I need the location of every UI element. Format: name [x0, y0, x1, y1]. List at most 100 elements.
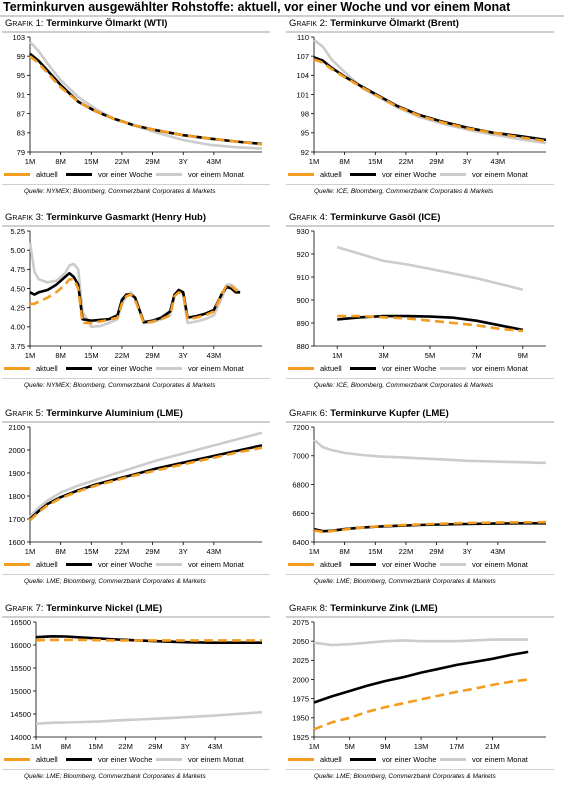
chart-heading: Grafik 8: Terminkurve Zink (LME) — [289, 603, 438, 614]
panel-rule — [2, 616, 270, 618]
series-line-vor-einem-Monat — [35, 710, 263, 725]
legend-item: vor einer Woche — [66, 364, 152, 373]
y-tick-label: 91 — [17, 90, 25, 99]
series-line-vor-einer-Woche — [29, 271, 241, 324]
y-tick-label: 103 — [12, 33, 25, 42]
x-tick-label: 1M — [25, 547, 35, 556]
chart-heading: Grafik 4: Terminkurve Gasöl (ICE) — [289, 212, 440, 223]
y-tick-label: 16000 — [10, 641, 31, 650]
y-tick-label: 95 — [17, 71, 25, 80]
chart-heading: Grafik 2: Terminkurve Ölmarkt (Brent) — [289, 18, 459, 29]
line-chart: 3.75 4.00 4.25 4.50 4.75 5.00 5.25 1M 8M 15M 22M 29… — [10, 227, 262, 360]
chart-number: Grafik 3: — [5, 212, 44, 223]
y-tick-label: 95 — [301, 129, 309, 138]
chart-title: Terminkurve Ölmarkt (Brent) — [330, 18, 459, 29]
chart-panel-8: Grafik 8: Terminkurve Zink (LME) 1925 1950… — [286, 603, 558, 793]
source-note: Quelle: LME; Bloomberg, Commerzbank Corp… — [314, 578, 496, 585]
series-line-vor-einer-Woche — [313, 650, 529, 704]
y-tick-label: 2075 — [292, 618, 309, 627]
y-tick-label: 1700 — [8, 515, 25, 524]
legend-swatch — [288, 173, 314, 176]
panel-rule — [286, 616, 554, 618]
y-tick-label: 7000 — [292, 452, 309, 461]
legend-swatch — [350, 563, 376, 566]
chart-number: Grafik 1: — [5, 18, 44, 29]
y-tick-label: 16500 — [10, 618, 31, 627]
x-tick-label: 43M — [207, 157, 222, 166]
legend-label: vor einem Monat — [472, 755, 528, 764]
source-note: Quelle: LME; Bloomberg, Commerzbank Corp… — [314, 773, 496, 780]
legend-swatch — [288, 758, 314, 761]
x-tick-label: 22M — [115, 157, 130, 166]
legend-label: vor einem Monat — [188, 755, 244, 764]
series-line-aktuell — [30, 277, 241, 325]
x-tick-label: 1M — [25, 157, 35, 166]
legend-rule — [2, 184, 270, 185]
x-tick-label: 1M — [309, 742, 319, 751]
y-tick-label: 4.75 — [10, 265, 25, 274]
x-tick-label: 29M — [148, 742, 163, 751]
x-tick-label: 3M — [378, 351, 388, 360]
chart-number: Grafik 8: — [289, 603, 328, 614]
chart-panel-5: Grafik 5: Terminkurve Aluminium (LME) 160… — [2, 408, 274, 598]
series-line-aktuell — [29, 55, 263, 146]
legend-swatch — [156, 367, 182, 370]
panel-rule — [2, 31, 270, 33]
y-tick-label: 87 — [17, 109, 25, 118]
x-tick-label: 8M — [55, 157, 65, 166]
legend-swatch — [66, 367, 92, 370]
series-line-aktuell — [35, 638, 262, 642]
y-tick-label: 4.25 — [10, 303, 25, 312]
x-tick-label: 22M — [118, 742, 133, 751]
y-tick-label: 6800 — [292, 480, 309, 489]
panel-rule — [2, 421, 270, 423]
y-tick-label: 2000 — [292, 675, 309, 684]
legend-rule — [2, 574, 270, 575]
legend-item: aktuell — [288, 755, 342, 764]
legend-item: aktuell — [4, 755, 58, 764]
y-tick-label: 14000 — [10, 733, 31, 742]
y-tick-label: 15500 — [10, 664, 31, 673]
series-line-vor-einem-Monat — [313, 638, 529, 647]
y-tick-label: 3.75 — [10, 342, 25, 351]
x-tick-label: 29M — [429, 157, 444, 166]
legend-swatch — [440, 758, 466, 761]
line-chart: 92 95 98 101 104 107 110 1M 8M 15M 22M 29M 3Y 43M — [296, 33, 547, 166]
x-tick-label: 43M — [491, 547, 506, 556]
y-tick-label: 1600 — [8, 538, 25, 547]
chart-title: Terminkurve Zink (LME) — [330, 603, 438, 614]
y-tick-label: 920 — [296, 250, 309, 259]
y-tick-label: 101 — [296, 90, 309, 99]
x-tick-label: 7M — [471, 351, 481, 360]
chart-title: Terminkurve Ölmarkt (WTI) — [46, 18, 168, 29]
x-tick-label: 15M — [88, 742, 103, 751]
legend-label: aktuell — [320, 755, 342, 764]
chart-title: Terminkurve Kupfer (LME) — [330, 408, 449, 419]
legend-item: aktuell — [288, 170, 342, 179]
x-tick-label: 3Y — [181, 742, 190, 751]
legend-item: vor einer Woche — [66, 560, 152, 569]
x-tick-label: 22M — [399, 157, 414, 166]
legend-item: aktuell — [288, 560, 342, 569]
series-line-aktuell — [313, 520, 547, 534]
x-tick-label: 29M — [145, 351, 160, 360]
x-tick-label: 8M — [55, 547, 65, 556]
legend-swatch — [4, 367, 30, 370]
line-chart: 6400 6600 6800 7000 7200 1M 8M 15M 22M 29M 3Y 43M — [292, 423, 547, 556]
legend-label: aktuell — [320, 364, 342, 373]
x-tick-label: 1M — [332, 351, 342, 360]
series-line-vor-einem-Monat — [336, 245, 524, 291]
chart-panel-7: Grafik 7: Terminkurve Nickel (LME) 14000 1… — [2, 603, 274, 793]
source-note: Quelle: NYMEX; Bloomberg, Commerzbank Co… — [24, 382, 216, 389]
y-tick-label: 890 — [296, 319, 309, 328]
legend-label: vor einer Woche — [98, 755, 153, 764]
legend-swatch — [66, 758, 92, 761]
chart-heading: Grafik 6: Terminkurve Kupfer (LME) — [289, 408, 449, 419]
y-tick-label: 1925 — [292, 733, 309, 742]
legend-label: vor einem Monat — [188, 364, 244, 373]
legend-swatch — [156, 563, 182, 566]
y-tick-label: 4.00 — [10, 323, 25, 332]
legend-label: vor einer Woche — [382, 364, 437, 373]
legend-swatch — [4, 563, 30, 566]
x-tick-label: 43M — [207, 351, 222, 360]
